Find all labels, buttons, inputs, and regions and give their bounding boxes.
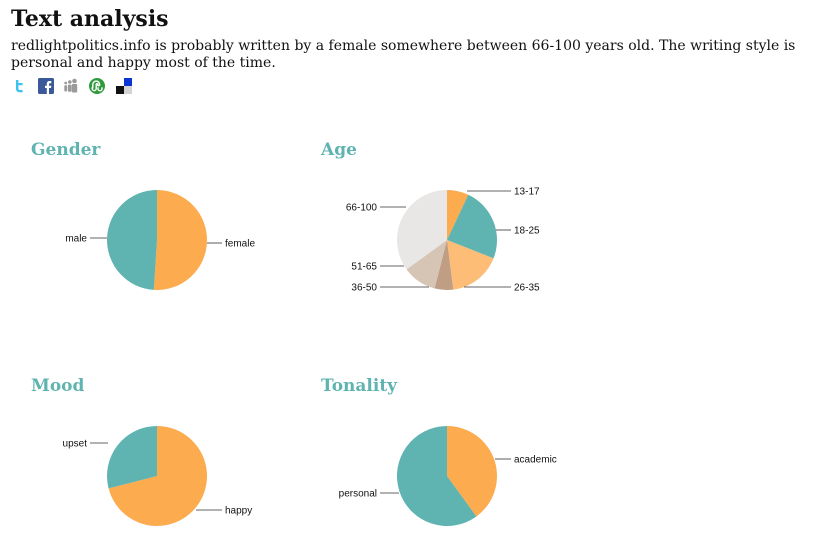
pie-slice-26-35 bbox=[447, 240, 494, 290]
pie-slice-36-50 bbox=[434, 240, 454, 291]
pie-slice-upset bbox=[107, 426, 157, 489]
pie-slice-male bbox=[107, 190, 157, 290]
slice-label-female: female bbox=[225, 239, 255, 250]
pie-slice-66-100 bbox=[397, 190, 447, 270]
age-pie-chart: 13-17 18-25 26-35 36-50 51-65 66-100 bbox=[346, 187, 540, 294]
slice-label-academic: academic bbox=[514, 455, 557, 466]
slice-label-66-100: 66-100 bbox=[346, 203, 378, 214]
slice-label-18-25: 18-25 bbox=[514, 226, 540, 237]
myspace-icon[interactable] bbox=[63, 78, 79, 94]
pie-slice-academic bbox=[447, 426, 497, 517]
pie-slice-personal bbox=[396, 426, 477, 526]
delicious-icon[interactable] bbox=[116, 78, 132, 94]
slice-label-51-65: 51-65 bbox=[351, 262, 377, 273]
twitter-icon[interactable] bbox=[12, 78, 28, 94]
facebook-icon[interactable] bbox=[38, 78, 54, 94]
page-title: Text analysis bbox=[11, 6, 169, 32]
pie-slice-female bbox=[153, 190, 208, 290]
pie-slice-13-17 bbox=[447, 190, 469, 240]
slice-label-happy: happy bbox=[225, 506, 252, 517]
slice-label-personal: personal bbox=[339, 489, 377, 500]
mood-pie-chart: happy upset bbox=[63, 426, 252, 526]
chart-title: Tonality bbox=[321, 376, 398, 396]
gender-pie-chart: female male bbox=[65, 190, 255, 290]
slice-label-26-35: 26-35 bbox=[514, 283, 540, 294]
chart-title: Age bbox=[321, 140, 357, 160]
pie-slice-51-65 bbox=[406, 240, 447, 289]
slice-label-male: male bbox=[65, 234, 87, 245]
pie-slice-18-25 bbox=[447, 194, 498, 259]
stumbleupon-icon[interactable] bbox=[89, 78, 105, 94]
chart-title: Gender bbox=[31, 140, 101, 160]
slice-label-upset: upset bbox=[63, 439, 88, 450]
tonality-pie-chart: academic personal bbox=[339, 426, 557, 526]
slice-label-13-17: 13-17 bbox=[514, 187, 540, 198]
slice-label-36-50: 36-50 bbox=[351, 283, 377, 294]
pie-slice-happy bbox=[108, 426, 208, 526]
analysis-summary: redlightpolitics.info is probably writte… bbox=[11, 38, 796, 71]
chart-title: Mood bbox=[31, 376, 85, 396]
